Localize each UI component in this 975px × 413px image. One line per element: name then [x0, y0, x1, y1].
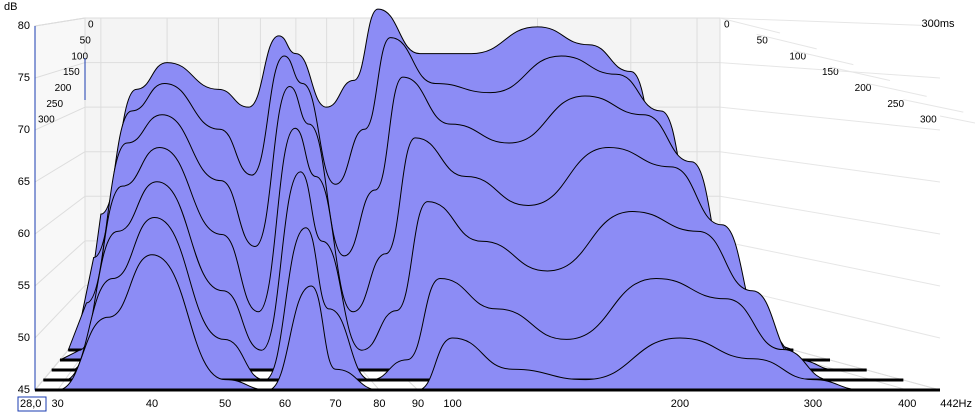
grid-line [34, 151, 86, 183]
grid-line [719, 62, 941, 79]
x-tick-label: 28,0 [20, 398, 41, 410]
z-tick-label: 200 [55, 83, 72, 94]
grid-line [34, 285, 86, 339]
x-start-box [17, 396, 47, 412]
x-tick-label: 80 [373, 398, 385, 410]
grid-line [34, 62, 86, 79]
y-tick-label: 75 [18, 72, 30, 84]
x-tick-label: 90 [412, 398, 424, 410]
x-tick-label: 300 [804, 398, 822, 410]
x-tick-label: 100 [443, 398, 461, 410]
x-tick-label: 200 [671, 398, 689, 410]
x-tick-label: 30 [52, 398, 64, 410]
x-tick-label: 40 [146, 398, 158, 410]
z-tick-label: 50 [80, 35, 92, 46]
z-tick-label: 150 [822, 67, 839, 78]
x-tick-label: 70 [329, 398, 341, 410]
y-tick-label: 65 [18, 176, 30, 188]
z-tick [939, 115, 975, 124]
z-tick-label: 200 [855, 83, 872, 94]
z-tick-label: 50 [757, 35, 769, 46]
grid-line [719, 106, 941, 131]
grid-line [34, 17, 86, 27]
grid-line [719, 195, 941, 235]
z-tick [866, 82, 927, 97]
y-axis-label: dB [4, 1, 17, 13]
grid-line [34, 240, 86, 287]
z-tick-label: 300 [38, 115, 55, 126]
grid-line [719, 151, 941, 183]
x-tick-label: 400 [898, 398, 916, 410]
z-tick [719, 17, 781, 34]
y-tick-label: 55 [18, 280, 30, 292]
x-tick-label: 50 [219, 398, 231, 410]
grid-line [719, 17, 941, 27]
z-tick-label: 150 [63, 67, 80, 78]
y-tick-label: 60 [18, 228, 30, 240]
grid-line [34, 106, 86, 131]
y-tick-label: 80 [18, 20, 30, 32]
z-tick [756, 33, 817, 50]
z-tick [829, 66, 891, 81]
z-tick-label: 0 [724, 20, 730, 31]
z-tick-label: 100 [71, 51, 88, 62]
z-tick-label: 0 [88, 20, 94, 31]
z-tick-label: 250 [887, 99, 904, 110]
y-tick-label: 45 [18, 384, 30, 396]
x-tick-label: 442Hz [940, 398, 972, 410]
z-tick [793, 50, 854, 66]
grid-line [719, 240, 941, 287]
y-tick-label: 70 [18, 124, 30, 136]
z-axis-label: 300ms [921, 18, 955, 30]
grid-line [34, 195, 86, 235]
x-tick-label: 60 [279, 398, 291, 410]
y-tick-label: 50 [18, 332, 30, 344]
z-tick-label: 300 [920, 115, 937, 126]
z-tick-label: 100 [789, 51, 806, 62]
z-tick-label: 250 [46, 99, 63, 110]
z-tick [903, 99, 964, 113]
